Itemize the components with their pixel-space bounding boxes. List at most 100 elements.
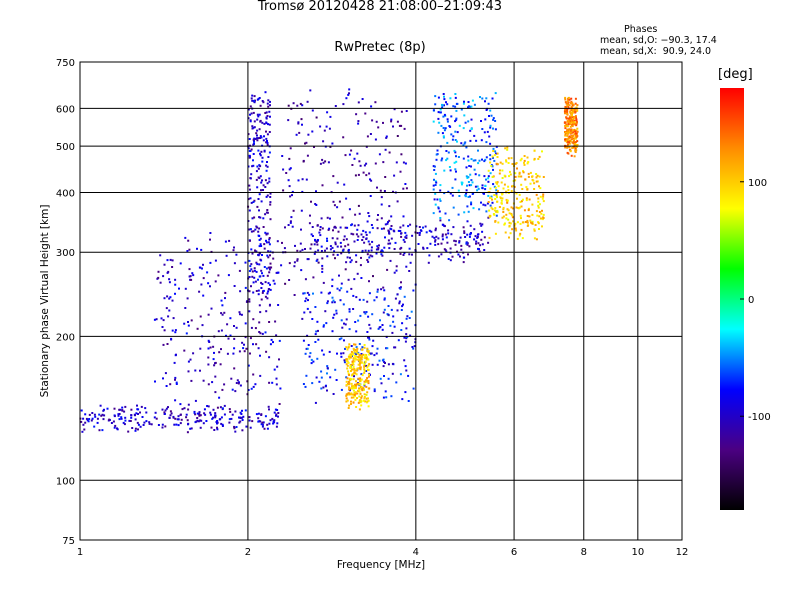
scatter-point [291,190,294,193]
scatter-point [368,323,371,326]
scatter-point [165,307,168,310]
scatter-point [311,235,314,237]
scatter-point [402,238,405,241]
scatter-point [518,193,521,196]
scatter-point [568,131,571,134]
scatter-point [230,417,233,420]
scatter-point [392,190,394,193]
scatter-point [160,317,163,320]
scatter-point [365,397,368,400]
scatter-point [354,391,357,394]
scatter-point [252,385,255,388]
scatter-point [217,330,220,333]
scatter-point [535,238,538,241]
scatter-point [573,122,576,125]
scatter-point [260,245,263,247]
scatter-point [367,405,370,408]
scatter-point [259,332,262,335]
scatter-point [525,221,527,223]
scatter-point [353,278,356,281]
scatter-point [347,243,350,246]
scatter-point [314,401,317,404]
scatter-point [523,159,526,162]
scatter-point [444,233,447,236]
scatter-point [385,396,388,399]
scatter-point [489,154,492,157]
scatter-point [255,137,258,140]
scatter-point [357,120,360,123]
scatter-point [365,237,368,240]
scatter-point [269,266,272,269]
scatter-point [183,407,186,410]
scatter-point [375,296,378,299]
x-tick-label: 2 [245,547,251,558]
scatter-point [359,362,361,365]
scatter-point [435,181,438,184]
scatter-point [485,109,488,111]
scatter-point [319,228,322,231]
scatter-point [339,226,342,229]
scatter-point [302,160,305,163]
scatter-point [359,392,362,395]
scatter-point [378,153,381,156]
scatter-point [395,269,398,272]
scatter-point [254,327,257,330]
scatter-point [393,248,396,250]
scatter-point [576,144,579,146]
scatter-point [383,227,385,230]
scatter-point [259,354,261,357]
scatter-point [384,362,386,364]
scatter-point [230,377,233,380]
scatter-point [259,137,261,139]
scatter-point [348,208,351,211]
scatter-point [261,121,264,124]
scatter-point [380,382,383,385]
scatter-point [363,365,366,368]
scatter-point [239,290,242,293]
scatter-point [340,319,343,322]
scatter-point [400,309,403,311]
scatter-point [314,238,316,241]
scatter-point [266,102,269,105]
scatter-point [174,399,177,402]
scatter-point [214,415,217,418]
scatter-point [454,240,457,243]
scatter-point [486,130,489,133]
scatter-point [375,120,378,123]
scatter-point [457,253,460,256]
scatter-point [326,300,329,303]
scatter-point [358,212,361,215]
scatter-point [495,210,498,213]
scatter-point [481,223,484,226]
scatter-point [393,174,396,177]
scatter-point [444,249,447,252]
scatter-point [400,124,403,127]
scatter-point [531,203,534,206]
scatter-point [347,346,350,349]
scatter-point [177,415,180,418]
scatter-point [271,417,274,420]
scatter-point [124,416,127,419]
scatter-point [269,100,271,103]
scatter-point [284,226,286,229]
scatter-point [114,424,117,427]
scatter-point [134,429,137,432]
scatter-point [305,374,308,377]
scatter-point [526,162,529,165]
scatter-point [568,135,571,138]
scatter-point [446,141,449,144]
scatter-point [493,209,496,212]
scatter-point [250,201,253,204]
scatter-point [262,139,265,142]
scatter-point [365,162,368,165]
scatter-point [118,408,121,411]
scatter-point [507,218,510,221]
scatter-point [118,413,121,415]
scatter-point [268,408,270,411]
scatter-point [402,187,405,190]
scatter-point [353,391,356,394]
scatter-point [347,361,350,364]
scatter-point [253,137,256,140]
scatter-point [312,360,315,363]
scatter-point [574,102,577,105]
